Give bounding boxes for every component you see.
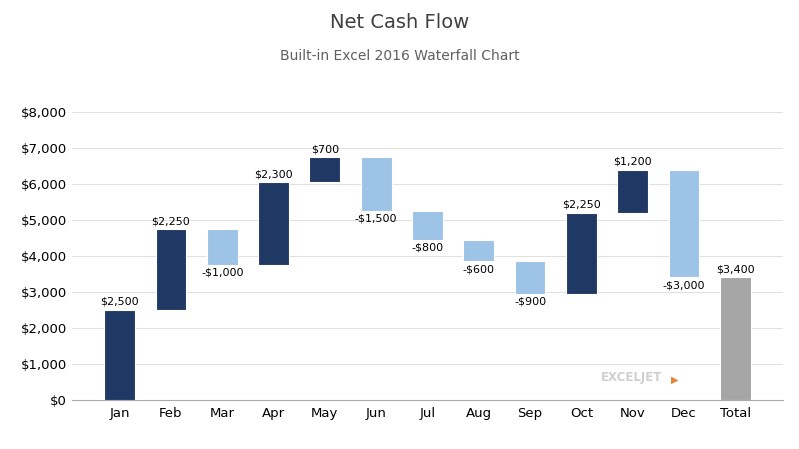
Bar bbox=[669, 170, 699, 277]
Bar bbox=[515, 261, 546, 294]
Text: -$800: -$800 bbox=[411, 242, 443, 253]
Text: -$1,500: -$1,500 bbox=[355, 214, 397, 224]
Bar bbox=[463, 240, 494, 261]
Text: $700: $700 bbox=[311, 144, 339, 154]
Text: ▶: ▶ bbox=[671, 374, 679, 384]
Text: Built-in Excel 2016 Waterfall Chart: Built-in Excel 2016 Waterfall Chart bbox=[280, 49, 519, 63]
Bar bbox=[104, 310, 135, 400]
Bar bbox=[258, 182, 289, 265]
Bar bbox=[618, 170, 648, 213]
Bar bbox=[156, 229, 186, 310]
Text: -$1,000: -$1,000 bbox=[201, 268, 244, 278]
Text: -$3,000: -$3,000 bbox=[662, 280, 706, 291]
Bar bbox=[412, 211, 443, 240]
Text: $1,200: $1,200 bbox=[614, 157, 652, 167]
Bar bbox=[361, 157, 392, 211]
Text: $3,400: $3,400 bbox=[716, 264, 754, 275]
Bar bbox=[566, 213, 597, 294]
Text: $2,500: $2,500 bbox=[101, 297, 139, 307]
Bar bbox=[207, 229, 237, 265]
Text: $2,250: $2,250 bbox=[152, 216, 190, 226]
Text: EXCELJET: EXCELJET bbox=[601, 371, 662, 383]
Text: $2,250: $2,250 bbox=[562, 200, 601, 210]
Text: -$600: -$600 bbox=[463, 264, 495, 274]
Text: Net Cash Flow: Net Cash Flow bbox=[330, 13, 469, 32]
Bar bbox=[720, 277, 751, 400]
Bar bbox=[309, 157, 340, 182]
Text: -$900: -$900 bbox=[514, 296, 547, 307]
Text: $2,300: $2,300 bbox=[254, 169, 293, 180]
